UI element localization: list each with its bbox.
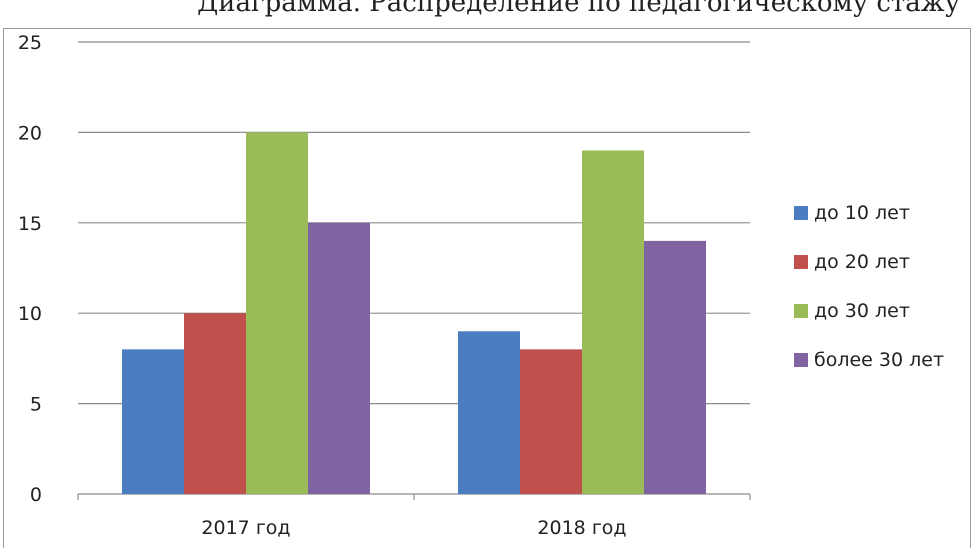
bars — [122, 132, 706, 495]
legend-swatch — [794, 255, 808, 269]
x-category-label: 2017 год — [201, 517, 290, 539]
legend-item: до 10 лет — [794, 200, 970, 226]
legend: до 10 лет до 20 лет до 30 лет более 30 лет — [794, 200, 970, 396]
legend-label: до 10 лет — [814, 202, 910, 224]
y-tick-label: 5 — [30, 394, 42, 416]
legend-item: до 20 лет — [794, 249, 970, 275]
chart-area-border — [3, 28, 971, 548]
bar — [246, 132, 308, 494]
bar — [582, 150, 644, 495]
axis-labels: 0 5 10 15 20 25 2017 год 2018 год — [18, 32, 627, 539]
axes — [77, 493, 751, 500]
bar — [520, 349, 582, 494]
bar — [308, 222, 370, 495]
legend-item: более 30 лет — [794, 347, 970, 373]
legend-swatch — [794, 353, 808, 367]
legend-item: до 30 лет — [794, 298, 970, 324]
chart-title: Диаграмма. Распределение по педагогическ… — [197, 0, 960, 18]
bar — [458, 331, 520, 494]
y-tick-label: 20 — [18, 122, 42, 144]
y-tick-label: 10 — [18, 303, 42, 325]
bar — [122, 349, 184, 494]
legend-label: до 30 лет — [814, 300, 910, 322]
bar — [644, 240, 706, 494]
legend-label: до 20 лет — [814, 251, 910, 273]
legend-swatch — [794, 304, 808, 318]
y-tick-label: 15 — [18, 213, 42, 235]
legend-label: более 30 лет — [814, 349, 945, 371]
y-tick-label: 0 — [30, 484, 42, 506]
bar — [184, 313, 246, 494]
y-tick-label: 25 — [18, 32, 42, 54]
x-category-label: 2018 год — [537, 517, 626, 539]
legend-swatch — [794, 206, 808, 220]
